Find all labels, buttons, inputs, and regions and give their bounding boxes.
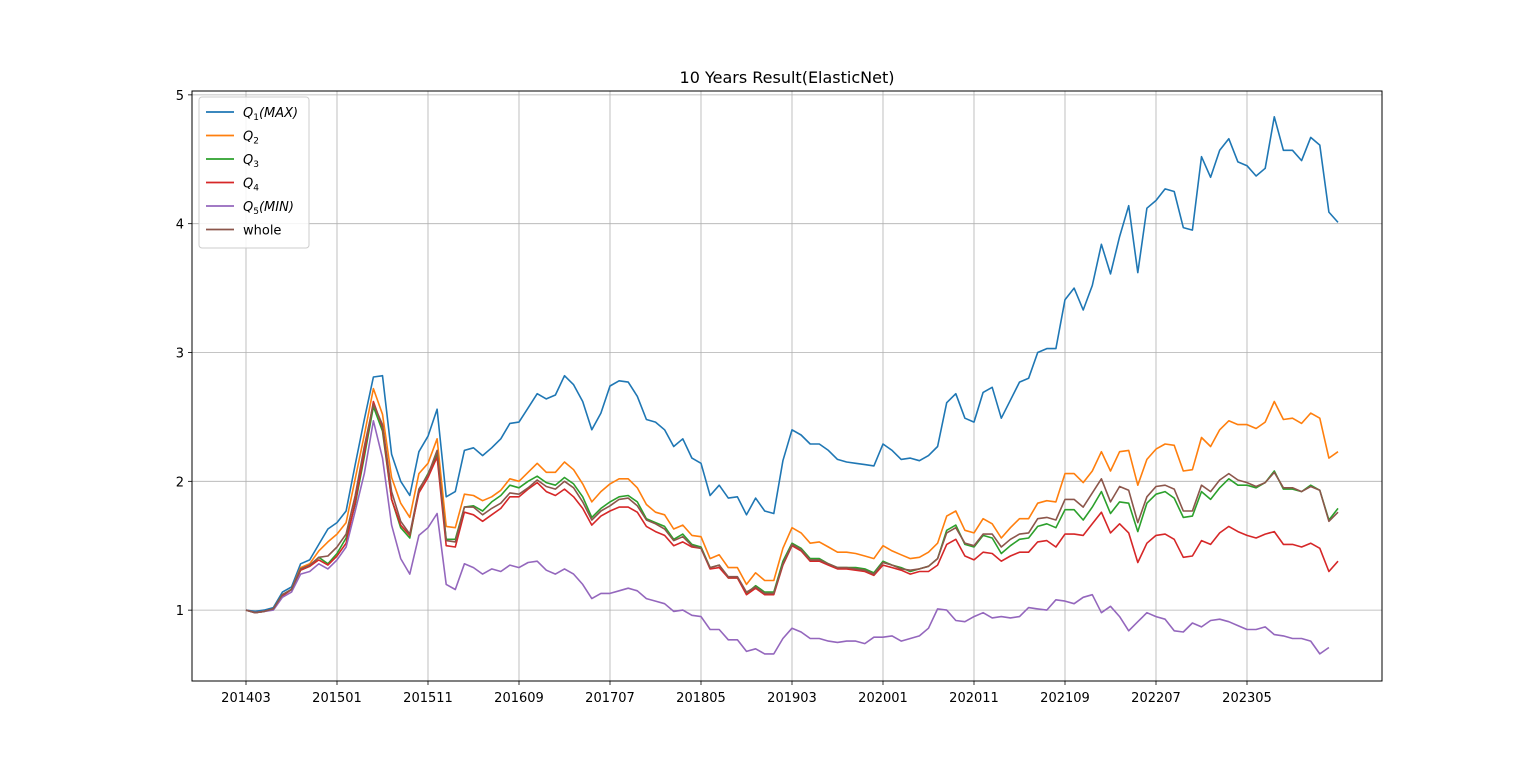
legend-entry-label: whole [243, 224, 281, 239]
grid-lines [192, 91, 1382, 681]
series-line-q1-max [245, 116, 1339, 613]
x-tick-label: 201403 [221, 691, 271, 706]
x-tick-label: 201609 [494, 691, 544, 706]
series-line-whole [245, 403, 1339, 614]
legend-entry-label: Q1(MAX) [243, 106, 298, 123]
x-tick-label: 201501 [312, 691, 362, 706]
legend-entry-label: Q4 [243, 177, 259, 194]
x-tick-label: 201511 [403, 691, 453, 706]
chart-title: 10 Years Result(ElasticNet) [680, 68, 895, 87]
legend: Q1(MAX) Q2 Q3 Q4 Q5(MIN) whole [198, 96, 310, 249]
x-tick-label: 201707 [585, 691, 635, 706]
y-tick-label: 2 [176, 475, 184, 490]
plot-area-frame [191, 90, 1383, 682]
legend-entry-label: Q2 [243, 130, 259, 147]
x-tick-label: 202001 [858, 691, 908, 706]
x-tick-label: 202011 [949, 691, 999, 706]
x-tick-label: 201903 [767, 691, 817, 706]
y-tick-label: 1 [176, 604, 184, 619]
x-tick-label: 202305 [1222, 691, 1272, 706]
axes: 201403 201501 201511 201609 201707 201805 2019… [176, 89, 1272, 706]
x-tick-label: 201805 [676, 691, 726, 706]
x-tick-label: 202109 [1040, 691, 1090, 706]
y-tick-label: 3 [176, 347, 184, 362]
series-line-q2 [245, 387, 1339, 614]
legend-entry-label: Q3 [243, 153, 259, 170]
series-line-q5-min [245, 419, 1330, 655]
x-tick-label: 202207 [1131, 691, 1181, 706]
y-tick-label: 4 [176, 218, 184, 233]
legend-entry-label: Q5(MIN) [243, 200, 294, 217]
y-tick-label: 5 [176, 89, 184, 104]
series-lines [245, 116, 1339, 655]
